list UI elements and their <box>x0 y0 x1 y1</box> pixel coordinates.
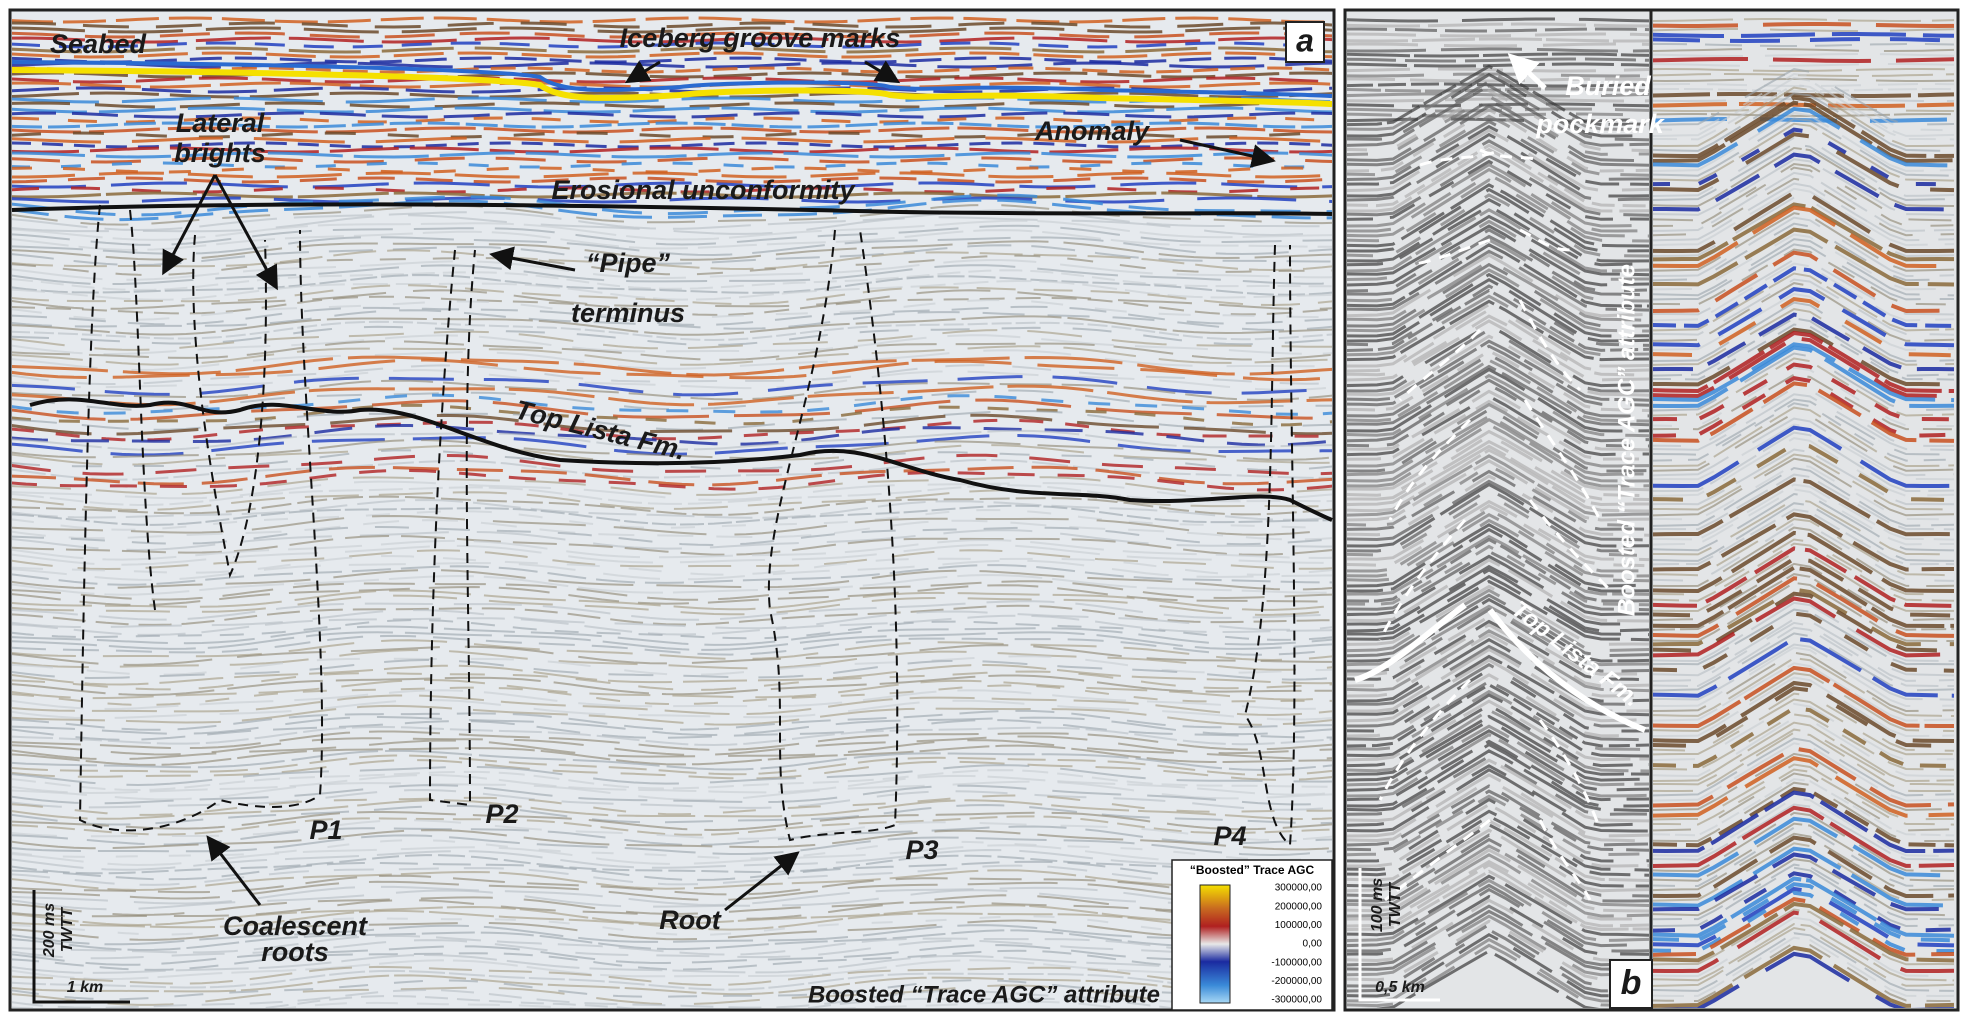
reflector <box>1650 24 1954 26</box>
annotation: terminus <box>571 298 685 328</box>
annotation: pockmark <box>1535 109 1666 139</box>
attribute-caption: Boosted “Trace AGC” attribute <box>808 981 1160 1008</box>
colorbar-title: “Boosted” Trace AGC <box>1190 863 1315 877</box>
colorbar <box>1200 885 1230 1003</box>
annotation: Lateral <box>176 108 265 138</box>
colorbar-label: 0,00 <box>1303 939 1323 950</box>
colorbar-label: 200000,00 <box>1275 901 1323 912</box>
reflector <box>1345 59 1649 61</box>
figure: a Seabed Iceberg groove marks Lateral br… <box>0 0 1968 1017</box>
annotation: Iceberg groove marks <box>620 23 901 53</box>
scale-label: 1 km <box>67 979 103 996</box>
annotation: roots <box>261 937 329 967</box>
scale-label: TWTT <box>59 907 76 953</box>
colorbar-label: 300000,00 <box>1275 883 1323 894</box>
annotation: Root <box>659 905 721 935</box>
colorbar-label: -300000,00 <box>1271 995 1322 1006</box>
pipe-label: P4 <box>1213 821 1246 851</box>
attribute-caption: Boosted “Trace AGC” attribute <box>1613 264 1640 616</box>
reflector <box>1650 59 1954 61</box>
annotation: Seabed <box>50 29 147 59</box>
pipe-label: P2 <box>485 799 518 829</box>
colorbar-label: 100000,00 <box>1275 920 1323 931</box>
scale-label: 0,5 km <box>1375 979 1425 996</box>
annotation: brights <box>174 138 266 168</box>
scale-label: 200 ms <box>41 903 58 958</box>
annotation: Erosional unconformity <box>551 175 856 205</box>
scale-label: 100 ms <box>1369 878 1386 932</box>
annotation: Buried <box>1565 71 1651 101</box>
panel-label: a <box>1296 22 1314 58</box>
reflector <box>1345 64 1649 66</box>
pipe-label: P3 <box>905 835 938 865</box>
annotation: “Pipe” <box>586 248 671 278</box>
colorbar-label: -100000,00 <box>1271 957 1322 968</box>
reflector <box>1345 19 1649 21</box>
colorbar-label: -200000,00 <box>1271 976 1322 987</box>
reflector <box>1345 54 1649 56</box>
annotation: Anomaly <box>1034 116 1151 146</box>
pipe-label: P1 <box>309 815 342 845</box>
panel-label: b <box>1621 964 1642 1002</box>
scale-label: TWTT <box>1387 882 1404 928</box>
